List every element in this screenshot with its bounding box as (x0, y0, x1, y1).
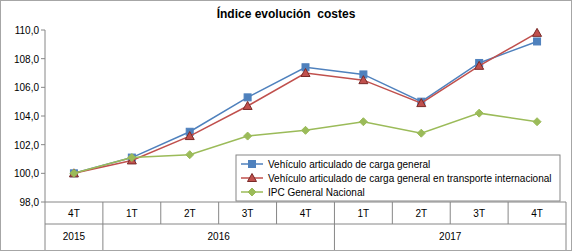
x-tick-label: 4T (68, 208, 80, 219)
x-tick (450, 202, 451, 224)
x-tick-label: 1T (126, 208, 138, 219)
chart-border (1, 1, 572, 251)
y-tick-label: 100,0 (14, 168, 39, 179)
y-tick-label: 98,0 (20, 197, 40, 208)
y-tick-label: 106,0 (14, 82, 39, 93)
x-tick (218, 202, 219, 224)
x-group-separator (45, 202, 46, 250)
x-tick-label: 1T (358, 208, 370, 219)
legend-label: Vehículo articulado de carga general en … (268, 173, 552, 184)
x-group-label: 2015 (63, 231, 86, 242)
marker (533, 118, 541, 126)
marker (70, 170, 77, 177)
marker (70, 169, 78, 177)
marker (475, 61, 484, 69)
y-tick (41, 173, 45, 174)
marker (534, 38, 541, 45)
x-group-separator (102, 202, 103, 250)
x-tick (392, 202, 393, 224)
y-tick (41, 202, 45, 203)
marker (417, 99, 426, 107)
marker (128, 154, 136, 162)
y-tick-label: 108,0 (14, 54, 39, 65)
y-tick (41, 87, 45, 88)
y-tick (41, 144, 45, 145)
marker (185, 132, 194, 140)
marker (359, 118, 367, 126)
x-tick-label: 3T (242, 208, 254, 219)
chart: Índice evolución costes 98,0 100,0 102,0 104… (0, 0, 572, 251)
legend-marker (249, 161, 256, 168)
y-tick-label: 104,0 (14, 111, 39, 122)
legend-marker (248, 174, 257, 182)
marker (533, 28, 542, 36)
marker (69, 169, 78, 177)
x-group-separator (566, 202, 567, 250)
legend: Vehículo articulado de carga general Vehí… (236, 155, 560, 201)
marker (301, 69, 310, 77)
x-tick-label: 4T (300, 208, 312, 219)
x-tick-label: 3T (473, 208, 485, 219)
legend-label: Vehículo articulado de carga general (268, 159, 430, 170)
y-tick-label: 102,0 (14, 140, 39, 151)
y-tick-label: 110,0 (15, 25, 40, 36)
series-line (74, 41, 537, 173)
x-tick (508, 202, 509, 224)
marker (244, 132, 252, 140)
y-tick (41, 116, 45, 117)
x-level-separator (45, 224, 566, 225)
x-tick (160, 202, 161, 224)
y-tick (41, 30, 45, 31)
marker (302, 126, 310, 134)
marker (475, 109, 483, 117)
x-group-label: 2016 (208, 231, 231, 242)
y-tick (41, 58, 45, 59)
legend-box (236, 155, 560, 201)
legend-label: IPC General Nacional (268, 187, 365, 198)
x-tick-label: 2T (415, 208, 427, 219)
legend-marker (248, 188, 256, 196)
marker (243, 101, 252, 109)
marker (244, 94, 251, 101)
marker (417, 129, 425, 137)
x-axis (45, 202, 566, 203)
x-group-label: 2017 (439, 231, 462, 242)
series-line (74, 33, 537, 173)
x-tick (276, 202, 277, 224)
marker (359, 76, 368, 84)
x-group-separator (334, 202, 335, 250)
title: Índice evolución costes (217, 6, 356, 21)
marker (186, 151, 194, 159)
x-tick-label: 2T (184, 208, 196, 219)
x-tick-label: 4T (531, 208, 543, 219)
